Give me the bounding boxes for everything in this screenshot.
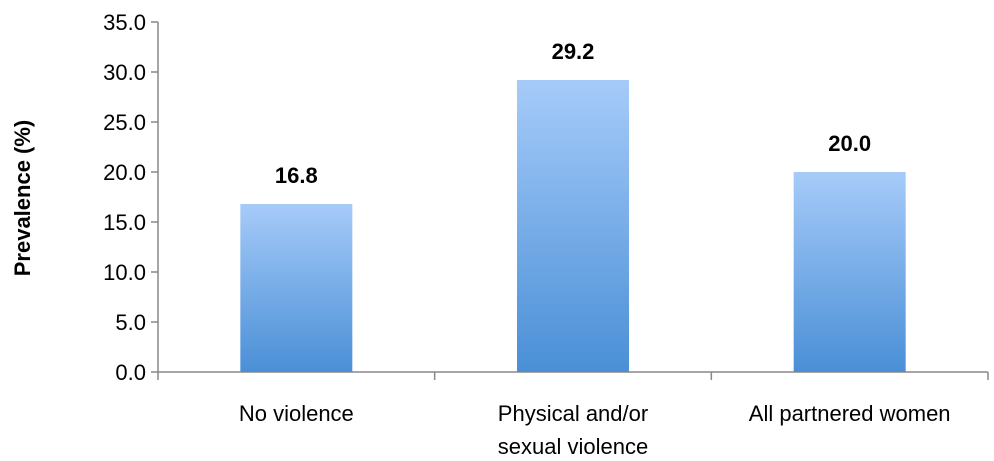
y-tick-label: 15.0 (103, 210, 146, 235)
y-tick-label: 5.0 (115, 310, 146, 335)
y-tick-label: 35.0 (103, 10, 146, 35)
y-tick-label: 0.0 (115, 360, 146, 385)
y-tick-label: 25.0 (103, 110, 146, 135)
data-label: 29.2 (552, 39, 595, 64)
bar (240, 204, 353, 372)
plot-area: 0.0 5.0 10.0 15.0 20.0 25.0 30.0 35.0 16.8 No vio… (103, 10, 989, 459)
x-category-label: sexual violence (498, 434, 648, 459)
y-tick-label: 10.0 (103, 260, 146, 285)
bar (517, 80, 629, 372)
data-label: 16.8 (275, 163, 318, 188)
x-category-label: All partnered women (749, 401, 951, 426)
y-tick-label: 20.0 (103, 160, 146, 185)
bar (793, 172, 906, 372)
y-axis-label: Prevalence (%) (10, 120, 35, 277)
x-category-label: Physical and/or (498, 401, 648, 426)
data-label: 20.0 (828, 131, 871, 156)
y-tick-label: 30.0 (103, 60, 146, 85)
x-category-label: No violence (239, 401, 354, 426)
